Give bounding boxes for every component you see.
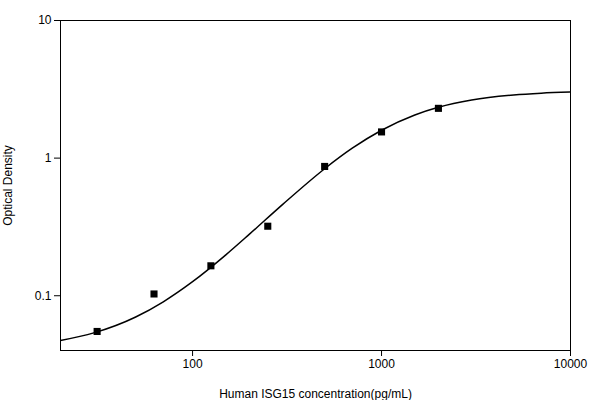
svg-text:Optical Density: Optical Density (1, 145, 15, 226)
svg-text:1000: 1000 (368, 357, 395, 371)
svg-text:100: 100 (183, 357, 203, 371)
svg-text:10000: 10000 (554, 357, 588, 371)
svg-text:0.1: 0.1 (35, 289, 52, 303)
svg-text:Human ISG15 concentration(pg/m: Human ISG15 concentration(pg/mL) (219, 387, 412, 400)
svg-text:10: 10 (38, 13, 52, 27)
svg-text:1: 1 (45, 151, 52, 165)
